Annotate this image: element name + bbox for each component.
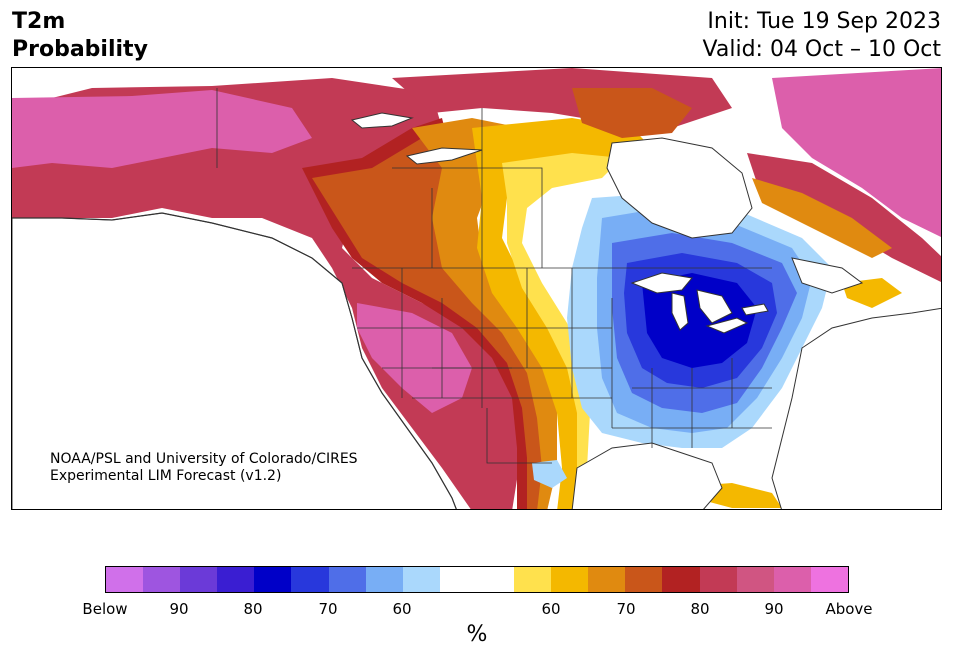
region-above-90-southwest	[357, 303, 472, 413]
lake-michigan	[671, 292, 689, 331]
lake-erie	[705, 317, 749, 334]
state-borders	[216, 88, 772, 464]
credit-line-2: Experimental LIM Forecast (v1.2)	[50, 468, 282, 484]
map-svg	[12, 68, 941, 509]
region-above-90-alaska	[12, 90, 312, 168]
region-above-55-band	[502, 153, 622, 509]
great-slave-lake	[405, 147, 483, 165]
gulf-of-mexico	[571, 442, 723, 509]
colorbar-tick-label: 90	[169, 600, 189, 618]
colorbar-swatch	[402, 567, 440, 592]
region-above-70-west-band	[312, 128, 547, 509]
colorbar-tick-label: 80	[690, 600, 710, 618]
lake-huron	[696, 289, 733, 324]
region-above-60-maritimes	[842, 278, 902, 308]
colorbar-swatch	[625, 567, 663, 592]
colorbar-swatch	[328, 567, 366, 592]
atlantic-gulf	[791, 257, 864, 294]
colorbar-swatch	[699, 567, 737, 592]
forecast-map: NOAA/PSL and University of Colorado/CIRE…	[11, 67, 942, 510]
region-above-65-quebec	[752, 178, 892, 258]
date-block: Init: Tue 19 Sep 2023 Valid: 04 Oct – 10…	[703, 8, 941, 64]
region-above-65-band	[412, 118, 557, 509]
title-variable: T2m	[12, 9, 66, 34]
colorbar-swatch	[810, 567, 848, 592]
colorbar-tick-label: 60	[392, 600, 412, 618]
init-date: Init: Tue 19 Sep 2023	[707, 9, 941, 34]
title-field: Probability	[12, 37, 148, 62]
colorbar-swatch	[254, 567, 292, 592]
region-below-55-texas	[532, 460, 567, 488]
credit-text: NOAA/PSL and University of Colorado/CIRE…	[50, 451, 358, 485]
colorbar-swatch	[365, 567, 403, 592]
colorbar	[105, 566, 849, 593]
valid-dates: Valid: 04 Oct – 10 Oct	[702, 37, 941, 62]
lake-superior	[630, 272, 693, 294]
region-below-75-greatlakes	[642, 273, 757, 368]
colorbar-swatch	[143, 567, 181, 592]
credit-line-1: NOAA/PSL and University of Colorado/CIRE…	[50, 451, 358, 467]
atlantic-ocean	[771, 307, 941, 509]
hudson-bay	[606, 137, 753, 239]
colorbar-swatch	[662, 567, 700, 592]
region-above-60-band	[472, 118, 652, 509]
region-above-90-greenland	[772, 68, 941, 238]
great-bear-lake	[350, 112, 414, 129]
colorbar-tick-label: 70	[616, 600, 636, 618]
colorbar-unit: %	[466, 622, 488, 647]
colorbar-swatch	[476, 567, 515, 592]
colorbar-tick-label: Below	[82, 600, 128, 618]
colorbar-swatch	[736, 567, 774, 592]
colorbar-swatch	[588, 567, 626, 592]
colorbar-swatch	[773, 567, 811, 592]
colorbar-tick-label: 60	[541, 600, 561, 618]
colorbar-tick-label: 70	[318, 600, 338, 618]
colorbar-tick-label: 80	[243, 600, 263, 618]
colorbar-swatch	[551, 567, 589, 592]
title-block: T2m Probability	[12, 8, 148, 64]
region-above-70-hudson	[572, 88, 692, 138]
colorbar-tick-label: Above	[825, 600, 873, 618]
lake-ontario	[741, 303, 769, 316]
colorbar-swatch	[217, 567, 255, 592]
colorbar-swatch	[106, 567, 144, 592]
colorbar-swatch	[180, 567, 218, 592]
colorbar-swatch	[514, 567, 552, 592]
coastline	[12, 212, 457, 509]
colorbar-tick-label: 90	[764, 600, 784, 618]
region-above-80-west	[12, 78, 522, 509]
colorbar-swatch	[439, 567, 477, 592]
colorbar-swatch	[291, 567, 329, 592]
